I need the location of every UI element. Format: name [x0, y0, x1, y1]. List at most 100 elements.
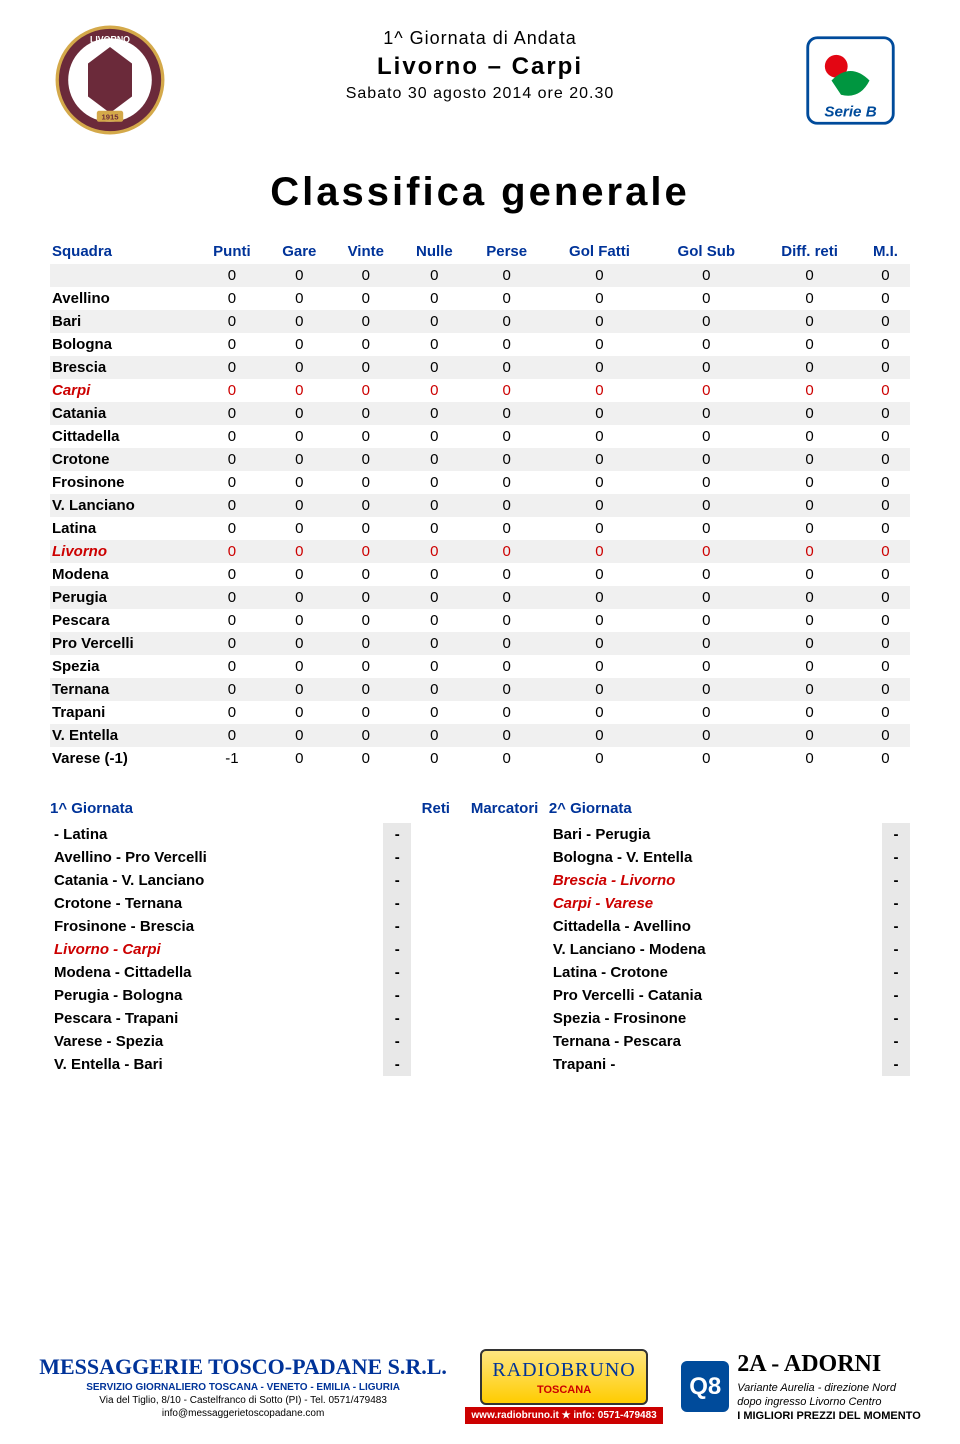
stat-cell: 0 — [400, 586, 469, 609]
team-name: Spezia — [50, 655, 197, 678]
fixture-name: Pro Vercelli - Catania — [549, 984, 882, 1007]
stat-cell: 0 — [332, 287, 400, 310]
stat-cell: 0 — [400, 264, 469, 287]
standings-row: Latina000000000 — [50, 517, 910, 540]
stat-cell: 0 — [861, 632, 910, 655]
stat-cell: 0 — [267, 609, 332, 632]
fixture-name: V. Entella - Bari — [50, 1053, 383, 1076]
stat-cell: 0 — [400, 333, 469, 356]
team-name: Ternana — [50, 678, 197, 701]
stat-cell: 0 — [758, 356, 861, 379]
stat-cell: 0 — [400, 724, 469, 747]
stat-cell: 0 — [267, 494, 332, 517]
team-name: Catania — [50, 402, 197, 425]
stat-cell: 0 — [197, 402, 267, 425]
stat-cell: 0 — [861, 540, 910, 563]
stat-cell: 0 — [469, 540, 545, 563]
stat-cell: 0 — [545, 517, 655, 540]
stat-cell: 0 — [267, 586, 332, 609]
stat-cell: 0 — [469, 356, 545, 379]
fixture-name: Frosinone - Brescia — [50, 915, 383, 938]
fixture-score: - — [882, 869, 910, 892]
stat-cell: 0 — [654, 379, 758, 402]
fixture-row: Pescara - Trapani- — [50, 1007, 411, 1030]
stat-cell: 0 — [654, 632, 758, 655]
marcatori-header: Marcatori — [471, 800, 539, 817]
standings-col-header: Perse — [469, 239, 545, 264]
standings-col-header: Nulle — [400, 239, 469, 264]
stat-cell: 0 — [469, 586, 545, 609]
stat-cell: 0 — [400, 448, 469, 471]
standings-row: V. Entella000000000 — [50, 724, 910, 747]
stat-cell: 0 — [332, 655, 400, 678]
sponsor-adorni: Q8 2A - ADORNI Variante Aurelia - direzi… — [681, 1349, 921, 1423]
fixture-score: - — [383, 846, 411, 869]
fixture-score: - — [882, 961, 910, 984]
fixture-score: - — [882, 846, 910, 869]
fixture-row: - Latina- — [50, 823, 411, 846]
standings-row: Crotone000000000 — [50, 448, 910, 471]
team-name — [50, 264, 197, 287]
stat-cell: 0 — [332, 724, 400, 747]
team-name: Latina — [50, 517, 197, 540]
stat-cell: 0 — [654, 517, 758, 540]
stat-cell: 0 — [545, 747, 655, 770]
fixture-row: Brescia - Livorno- — [549, 869, 910, 892]
stat-cell: 0 — [267, 632, 332, 655]
stat-cell: 0 — [197, 678, 267, 701]
stat-cell: 0 — [267, 563, 332, 586]
sponsor-radiobruno: RADIOBRUNO TOSCANA www.radiobruno.it ★ i… — [465, 1349, 662, 1424]
team-name: Livorno — [50, 540, 197, 563]
standings-header-row: SquadraPuntiGareVinteNullePerseGol Fatti… — [50, 239, 910, 264]
fixture-score: - — [882, 1007, 910, 1030]
fixture-row: Carpi - Varese- — [549, 892, 910, 915]
fixture-name: Bari - Perugia — [549, 823, 882, 846]
stat-cell: 0 — [861, 586, 910, 609]
standings-row: Carpi000000000 — [50, 379, 910, 402]
stat-cell: 0 — [267, 310, 332, 333]
standings-row: Bari000000000 — [50, 310, 910, 333]
stat-cell: 0 — [545, 609, 655, 632]
stat-cell: 0 — [332, 494, 400, 517]
fixture-score: - — [383, 823, 411, 846]
svg-text:Serie B: Serie B — [824, 103, 876, 120]
stat-cell: 0 — [861, 402, 910, 425]
fixture-row: Livorno - Carpi- — [50, 938, 411, 961]
stat-cell: 0 — [332, 563, 400, 586]
stat-cell: 0 — [267, 747, 332, 770]
svg-text:1915: 1915 — [101, 113, 119, 122]
date-label: Sabato 30 agosto 2014 ore 20.30 — [170, 85, 790, 103]
stat-cell: 0 — [197, 609, 267, 632]
stat-cell: 0 — [267, 540, 332, 563]
fixtures-right-title: 2^ Giornata — [549, 800, 910, 817]
fixtures-center: Reti Marcatori — [411, 800, 549, 1076]
stat-cell: 0 — [267, 425, 332, 448]
fixture-row: Varese - Spezia- — [50, 1030, 411, 1053]
stat-cell: 0 — [545, 540, 655, 563]
fixture-score: - — [383, 938, 411, 961]
fixture-score: - — [882, 892, 910, 915]
stat-cell: 0 — [469, 379, 545, 402]
stat-cell: 0 — [197, 586, 267, 609]
stat-cell: 0 — [758, 402, 861, 425]
stat-cell: 0 — [267, 678, 332, 701]
stat-cell: 0 — [545, 494, 655, 517]
stat-cell: 0 — [197, 333, 267, 356]
fixture-score: - — [882, 984, 910, 1007]
reti-header: Reti — [422, 800, 450, 817]
stat-cell: -1 — [197, 747, 267, 770]
fixture-row: Spezia - Frosinone- — [549, 1007, 910, 1030]
round-label: 1^ Giornata di Andata — [170, 28, 790, 49]
stat-cell: 0 — [469, 609, 545, 632]
stat-cell: 0 — [545, 678, 655, 701]
stat-cell: 0 — [400, 563, 469, 586]
team-name: Bari — [50, 310, 197, 333]
stat-cell: 0 — [469, 724, 545, 747]
stat-cell: 0 — [861, 287, 910, 310]
stat-cell: 0 — [654, 678, 758, 701]
stat-cell: 0 — [861, 333, 910, 356]
fixture-row: Trapani - - — [549, 1053, 910, 1076]
stat-cell: 0 — [469, 264, 545, 287]
stat-cell: 0 — [332, 448, 400, 471]
stat-cell: 0 — [197, 724, 267, 747]
